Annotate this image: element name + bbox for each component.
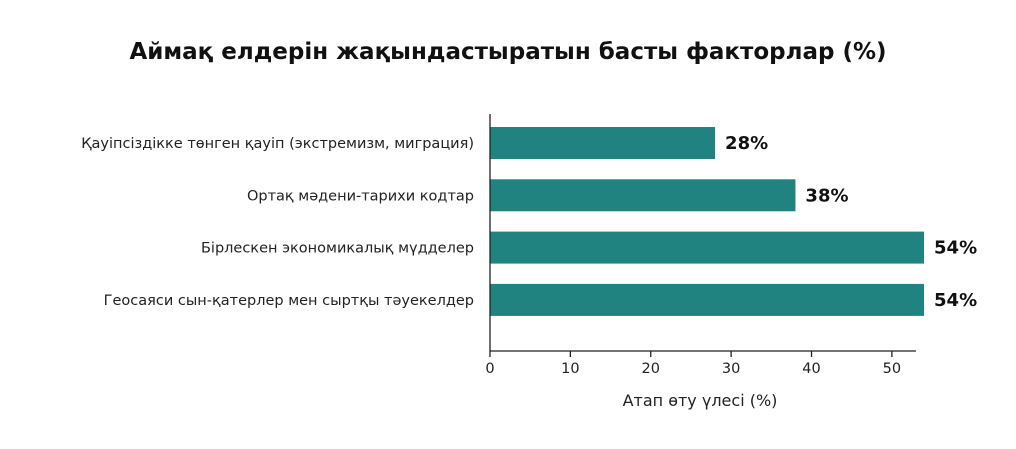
- x-ticks: 0 10 20 30 40 50: [485, 351, 901, 377]
- x-axis-title: Атап өту үлесі (%): [623, 391, 778, 410]
- bar: [490, 179, 796, 212]
- x-tick-label: 50: [883, 361, 901, 377]
- bar: [490, 283, 925, 316]
- x-tick-label: 0: [485, 361, 494, 377]
- x-tick-label: 40: [802, 361, 820, 377]
- bars-layer: [490, 127, 925, 316]
- bar: [490, 127, 716, 159]
- data-label: 38%: [805, 185, 848, 206]
- category-label: Геосаяси сын-қатерлер мен сыртқы тәуекел…: [104, 293, 474, 309]
- x-tick-label: 30: [722, 361, 740, 377]
- category-label: Қауіпсіздікке төнген қауіп (экстремизм, …: [81, 136, 474, 152]
- category-label: Ортақ мәдени-тарихи кодтар: [247, 188, 474, 204]
- data-label: 28%: [725, 133, 768, 154]
- chart-title: Аймақ елдерін жақындастыратын басты факт…: [129, 39, 886, 65]
- category-label: Бірлескен экономикалық мүдделер: [201, 241, 474, 257]
- data-labels: 28% 38% 54% 54%: [725, 133, 977, 311]
- data-label: 54%: [934, 238, 977, 259]
- data-label: 54%: [934, 290, 977, 311]
- category-labels: Қауіпсіздікке төнген қауіп (экстремизм, …: [81, 136, 474, 309]
- x-tick-label: 10: [561, 361, 579, 377]
- bar: [490, 231, 925, 264]
- x-tick-label: 20: [642, 361, 660, 377]
